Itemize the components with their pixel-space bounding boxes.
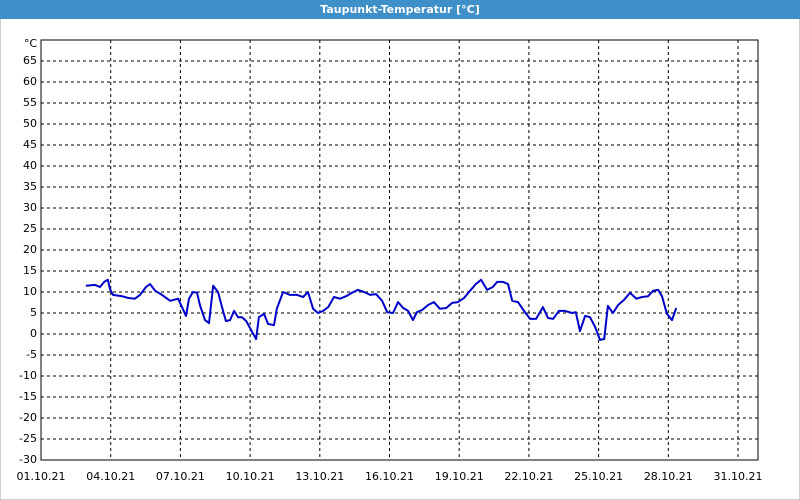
- y-tick-label: -10: [19, 369, 37, 382]
- y-tick-label: 20: [23, 243, 37, 256]
- y-tick-label: 45: [23, 138, 37, 151]
- y-tick-label: 5: [30, 306, 37, 319]
- y-tick-label: 25: [23, 222, 37, 235]
- x-tick-label: 31.10.21: [714, 470, 763, 483]
- y-tick-label: -5: [26, 348, 37, 361]
- x-tick-label: 10.10.21: [226, 470, 275, 483]
- x-tick-label: 01.10.21: [17, 470, 66, 483]
- y-tick-label: 50: [23, 117, 37, 130]
- y-tick-label: 0: [30, 327, 37, 340]
- x-tick-label: 22.10.21: [504, 470, 553, 483]
- chart-title: Taupunkt-Temperatur [°C]: [320, 3, 480, 16]
- x-tick-label: 13.10.21: [295, 470, 344, 483]
- x-tick-label: 25.10.21: [574, 470, 623, 483]
- y-tick-label: -25: [19, 432, 37, 445]
- title-bar: [0, 0, 800, 19]
- y-tick-label: 55: [23, 96, 37, 109]
- x-tick-label: 28.10.21: [644, 470, 693, 483]
- y-tick-label: 10: [23, 285, 37, 298]
- y-tick-label: -20: [19, 411, 37, 424]
- y-tick-label: °C: [24, 37, 38, 50]
- y-tick-label: 40: [23, 159, 37, 172]
- y-tick-label: 65: [23, 54, 37, 67]
- y-tick-label: 35: [23, 180, 37, 193]
- x-tick-label: 16.10.21: [365, 470, 414, 483]
- data-line: [85, 278, 678, 341]
- y-tick-label: 60: [23, 75, 37, 88]
- y-tick-label: 15: [23, 264, 37, 277]
- x-tick-label: 04.10.21: [86, 470, 135, 483]
- y-tick-label: -30: [19, 453, 37, 466]
- x-tick-label: 07.10.21: [156, 470, 205, 483]
- y-tick-label: -15: [19, 390, 37, 403]
- x-tick-label: 19.10.21: [435, 470, 484, 483]
- plot-frame: [40, 39, 759, 461]
- y-tick-label: 30: [23, 201, 37, 214]
